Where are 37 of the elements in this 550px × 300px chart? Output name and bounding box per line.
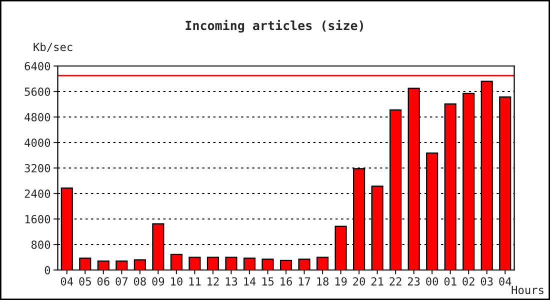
y-tick-label: 1600	[25, 215, 50, 224]
y-tick-label: 3200	[24, 164, 50, 172]
x-tick-label: 13	[226, 277, 238, 286]
x-tick-label: 12	[208, 277, 219, 286]
x-tick-label: 15	[262, 277, 274, 286]
x-tick-label: 22	[390, 277, 402, 286]
x-tick-label: 16	[280, 277, 292, 286]
x-tick-label: 02	[462, 277, 474, 286]
y-tick-label: 6400	[24, 62, 50, 70]
x-tick-label: 14	[244, 277, 256, 286]
x-tick-label: 06	[97, 277, 110, 286]
x-tick-label: 01	[444, 277, 456, 286]
y-tick-label: 0	[44, 266, 50, 274]
y-tick-label: 2400	[24, 190, 50, 198]
y-tick-label: 5600	[24, 88, 50, 96]
y-axis-title: Kb/sec	[34, 42, 72, 52]
chart-title: Incoming articles (size)	[186, 20, 363, 33]
x-tick-label: 18	[317, 277, 328, 286]
x-tick-label: 21	[371, 277, 384, 286]
x-tick-label: 04	[499, 277, 512, 286]
x-tick-label: 23	[408, 277, 420, 286]
x-tick-label: 03	[480, 277, 493, 286]
x-tick-label: 20	[353, 277, 366, 286]
x-tick-label: 04	[60, 277, 74, 286]
x-axis-title: Hours	[512, 286, 544, 294]
x-tick-label: 08	[134, 277, 146, 286]
y-tick-label: 4800	[24, 113, 50, 122]
x-tick-label: 10	[171, 277, 182, 286]
y-tick-label: 4000	[24, 138, 50, 147]
y-tick-label: 800	[31, 240, 50, 249]
x-tick-label: 11	[189, 277, 201, 286]
x-tick-label: 07	[116, 277, 128, 286]
x-tick-label: 00	[426, 277, 438, 286]
x-tick-label: 05	[79, 277, 91, 286]
x-tick-label: 19	[335, 277, 347, 286]
x-tick-label: 17	[298, 277, 310, 286]
x-tick-label: 09	[152, 277, 164, 286]
